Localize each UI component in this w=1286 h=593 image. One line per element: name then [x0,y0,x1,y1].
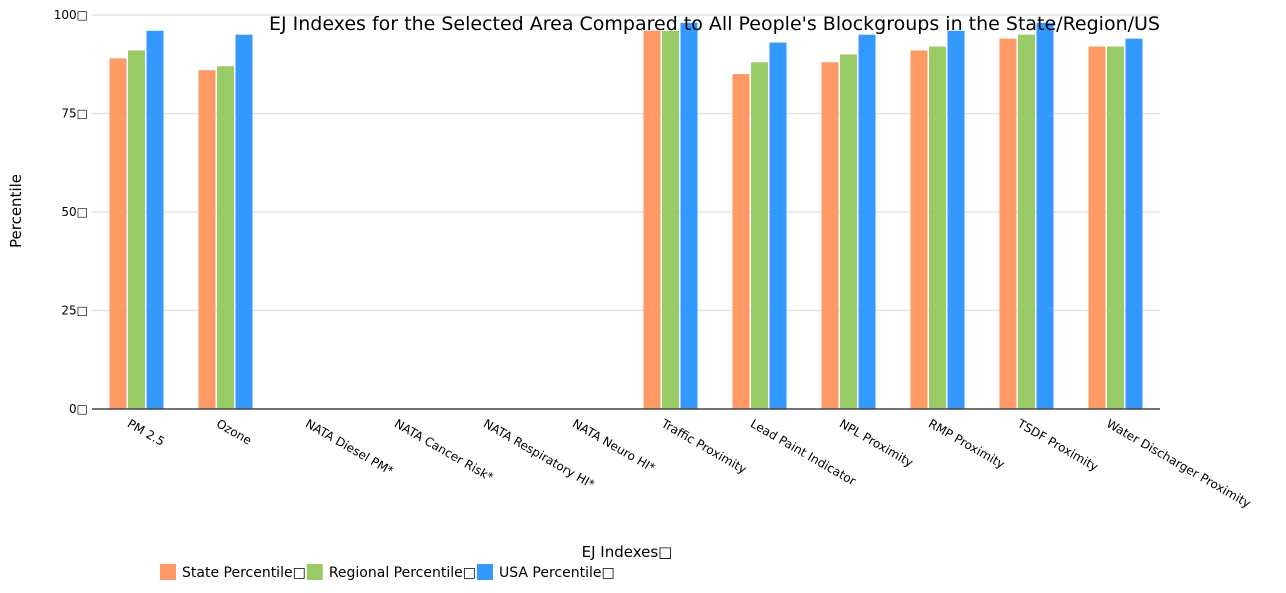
bar [821,62,839,409]
bar [643,30,661,409]
y-tick-label: 100□ [54,8,88,22]
x-tick-label: Water Discharger Proximity [1104,416,1253,510]
bar [662,30,679,409]
x-tick-label: PM 2.5 [125,416,167,448]
bar [680,22,698,409]
bar [235,34,253,409]
legend-swatch [160,564,176,580]
y-tick-labels: 0□ 25□ 50□ 75□ 100□ [54,8,88,416]
bar [910,50,928,410]
bar [947,30,965,409]
y-tick-label: 75□ [61,107,88,121]
bar [751,62,768,409]
bar [109,58,127,410]
x-tick-label: NPL Proximity [837,416,916,469]
bars [109,22,1143,410]
legend-swatch [306,564,323,580]
bar [198,70,216,409]
legend: State Percentile□ Regional Percentile□ USA… [160,564,615,581]
legend-swatch [476,564,493,580]
legend-label: Regional Percentile□ [329,565,476,581]
legend-label: USA Percentile□ [499,565,615,581]
bar [769,42,787,410]
bar [1125,38,1143,409]
x-tick-label: Ozone [214,416,254,447]
legend-label: State Percentile□ [182,565,306,581]
gridlines [92,14,1160,312]
bar [929,46,946,410]
x-tick-labels: PM 2.5 Ozone NATA Diesel PM*NATA Cancer Ri… [125,416,1253,511]
bar [840,54,857,410]
bar [1107,46,1124,410]
x-tick-label: TSDF Proximity [1014,416,1101,474]
bar [1018,34,1035,409]
bar [128,50,145,410]
x-tick-label: RMP Proximity [926,416,1007,471]
bar [217,66,234,409]
y-axis-title: Percentile [7,174,25,248]
chart-title: EJ Indexes for the Selected Area Compare… [269,13,1160,35]
y-tick-label: 50□ [61,205,88,219]
bar [732,74,750,409]
bar [858,34,876,409]
bar [146,30,164,409]
x-axis-title: EJ Indexes□ [582,543,673,561]
x-tick-label: Traffic Proximity [658,416,749,477]
x-tick-label: NATA Cancer Risk* [392,416,496,484]
y-tick-label: 25□ [61,304,88,318]
bar [1088,46,1106,410]
bar [999,38,1017,409]
bar [1036,22,1054,409]
x-tick-label: NATA Diesel PM* [303,416,396,478]
y-tick-label: 0□ [69,402,88,416]
x-tick-label: NATA Neuro HI* [570,416,658,475]
